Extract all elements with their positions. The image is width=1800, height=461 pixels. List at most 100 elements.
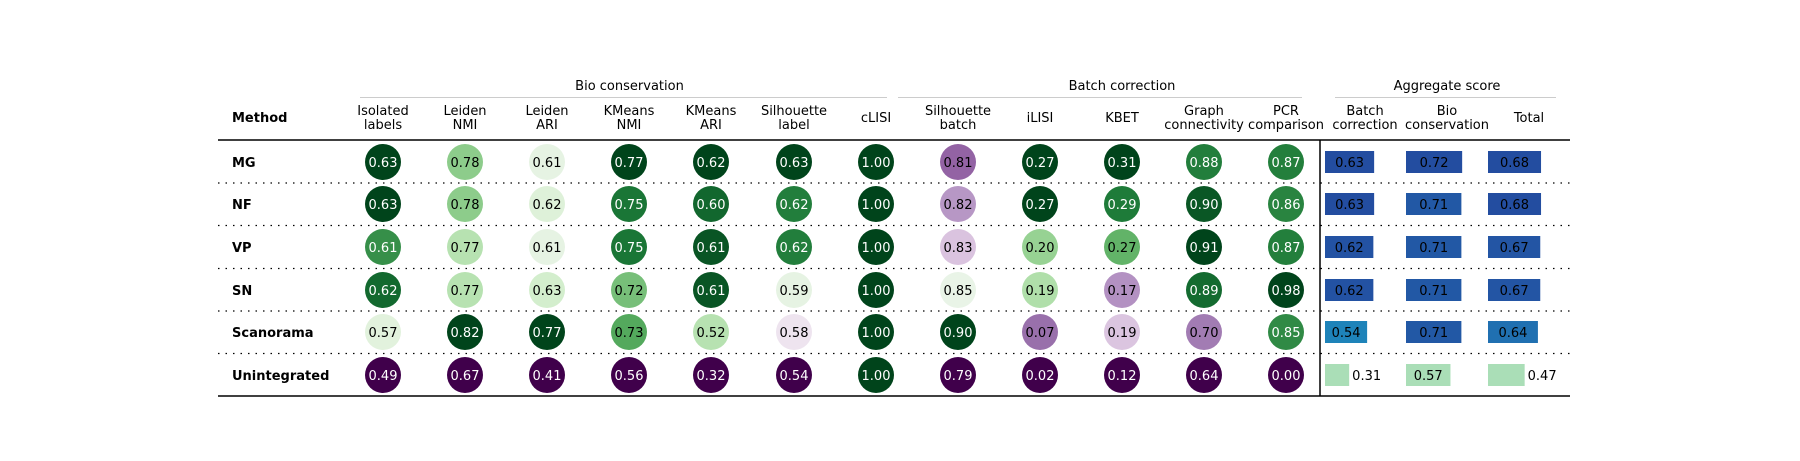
column-header: conservation xyxy=(1405,118,1489,133)
metric-value: 0.82 xyxy=(944,198,973,213)
metric-value: 0.78 xyxy=(451,156,480,171)
aggregate-bar xyxy=(1406,151,1463,173)
aggregate-value: 0.47 xyxy=(1528,369,1557,384)
aggregate-value: 0.71 xyxy=(1419,284,1448,299)
metric-value: 0.62 xyxy=(780,241,809,256)
column-header: Bio xyxy=(1437,104,1458,119)
metric-circle xyxy=(1186,144,1222,180)
aggregate-bar xyxy=(1488,279,1541,301)
metric-value: 0.00 xyxy=(1272,369,1301,384)
aggregate-value: 0.68 xyxy=(1500,198,1529,213)
aggregate-bar xyxy=(1488,364,1525,386)
aggregate-value: 0.67 xyxy=(1500,284,1529,299)
column-header: labels xyxy=(364,118,402,133)
aggregate-bar xyxy=(1406,279,1462,301)
metric-circle xyxy=(776,186,812,222)
metric-value: 0.63 xyxy=(369,198,398,213)
aggregate-value: 0.72 xyxy=(1420,156,1449,171)
metric-value: 0.32 xyxy=(697,369,726,384)
metric-circle xyxy=(611,229,647,265)
metric-circle xyxy=(776,272,812,308)
method-label: NF xyxy=(232,198,252,213)
metric-value: 0.29 xyxy=(1108,198,1137,213)
metric-value: 0.77 xyxy=(451,241,480,256)
metric-value: 0.52 xyxy=(697,326,726,341)
column-header: KBET xyxy=(1105,111,1139,126)
metric-value: 0.62 xyxy=(369,284,398,299)
metric-value: 0.90 xyxy=(944,326,973,341)
aggregate-bar xyxy=(1325,151,1375,173)
metric-value: 0.56 xyxy=(615,369,644,384)
metric-value: 0.62 xyxy=(697,156,726,171)
aggregate-value: 0.64 xyxy=(1498,326,1527,341)
column-header: comparison xyxy=(1248,118,1324,133)
metric-circle xyxy=(365,357,401,393)
aggregate-value: 0.62 xyxy=(1335,284,1364,299)
column-header: correction xyxy=(1332,118,1397,133)
column-header: Batch xyxy=(1346,104,1383,119)
group-header: Aggregate score xyxy=(1394,79,1501,94)
column-header: Silhouette xyxy=(761,104,827,119)
metric-value: 0.77 xyxy=(615,156,644,171)
metric-circle xyxy=(693,144,729,180)
metric-circle xyxy=(858,186,894,222)
metric-value: 0.75 xyxy=(615,198,644,213)
metric-value: 0.62 xyxy=(533,198,562,213)
metric-circle xyxy=(1104,186,1140,222)
aggregate-value: 0.63 xyxy=(1335,198,1364,213)
aggregate-bar xyxy=(1406,236,1462,258)
metric-value: 0.79 xyxy=(944,369,973,384)
metric-circle xyxy=(365,314,401,350)
metric-circle xyxy=(529,357,565,393)
metric-circle xyxy=(447,314,483,350)
column-header: connectivity xyxy=(1164,118,1244,133)
metric-value: 0.77 xyxy=(533,326,562,341)
metric-circle xyxy=(529,314,565,350)
aggregate-bar xyxy=(1488,236,1541,258)
metric-circle xyxy=(776,314,812,350)
metric-value: 0.70 xyxy=(1190,326,1219,341)
aggregate-bar xyxy=(1325,321,1368,343)
metric-value: 0.72 xyxy=(615,284,644,299)
metric-value: 0.12 xyxy=(1108,369,1137,384)
metric-value: 0.59 xyxy=(780,284,809,299)
column-header: label xyxy=(778,118,809,133)
metric-circle xyxy=(365,272,401,308)
metric-circle xyxy=(1022,144,1058,180)
metric-value: 0.54 xyxy=(780,369,809,384)
aggregate-value: 0.63 xyxy=(1335,156,1364,171)
aggregate-bar xyxy=(1488,321,1538,343)
metric-value: 0.61 xyxy=(697,284,726,299)
group-header: Batch correction xyxy=(1069,79,1176,94)
metric-circle xyxy=(529,229,565,265)
metric-value: 0.07 xyxy=(1026,326,1055,341)
metric-circle xyxy=(1186,314,1222,350)
metric-value: 1.00 xyxy=(862,284,891,299)
column-header: KMeans xyxy=(604,104,655,119)
aggregate-bar xyxy=(1488,193,1542,215)
metric-value: 0.87 xyxy=(1272,156,1301,171)
metric-value: 0.02 xyxy=(1026,369,1055,384)
column-header: ARI xyxy=(700,118,722,133)
metric-value: 0.75 xyxy=(615,241,644,256)
metric-value: 0.63 xyxy=(780,156,809,171)
metric-circle xyxy=(693,357,729,393)
method-header: Method xyxy=(232,111,287,126)
column-header: KMeans xyxy=(686,104,737,119)
metric-value: 0.41 xyxy=(533,369,562,384)
metric-value: 0.58 xyxy=(780,326,809,341)
metric-value: 1.00 xyxy=(862,156,891,171)
column-header: iLISI xyxy=(1027,111,1054,126)
aggregate-value: 0.71 xyxy=(1419,198,1448,213)
metric-circle xyxy=(693,229,729,265)
aggregate-value: 0.31 xyxy=(1352,369,1381,384)
metric-circle xyxy=(1022,229,1058,265)
metric-circle xyxy=(776,229,812,265)
metric-circle xyxy=(1186,229,1222,265)
metric-circle xyxy=(365,186,401,222)
metric-circle xyxy=(365,144,401,180)
metric-value: 0.17 xyxy=(1108,284,1137,299)
metric-value: 1.00 xyxy=(862,326,891,341)
metric-value: 0.81 xyxy=(944,156,973,171)
